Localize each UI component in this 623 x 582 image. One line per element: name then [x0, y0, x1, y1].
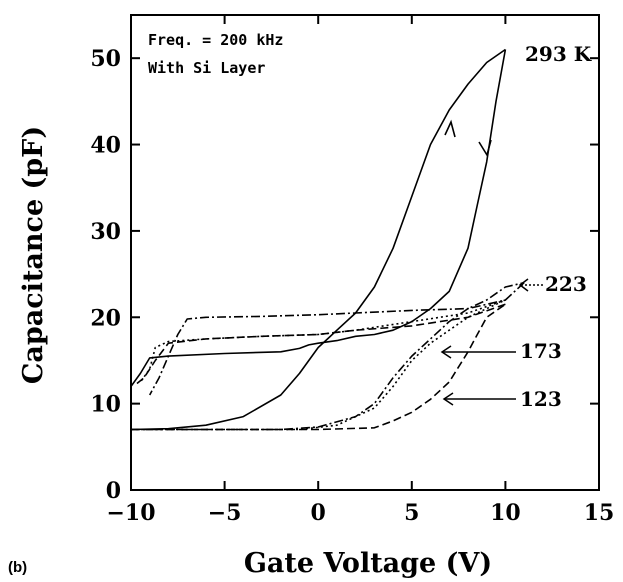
y-tick-label: 0 — [106, 478, 121, 504]
x-tick-label: 15 — [584, 500, 615, 526]
x-tick-label: −5 — [208, 500, 242, 526]
pointer-173-head — [440, 345, 452, 359]
x-tick-label: 5 — [404, 500, 419, 526]
y-tick-label: 10 — [90, 392, 121, 418]
x-axis-title: Gate Voltage (V) — [244, 548, 492, 579]
y-axis-title: Capacitance (pF) — [18, 126, 49, 384]
x-tick-label: −10 — [106, 500, 155, 526]
series-1-down-sweep — [148, 282, 525, 396]
down-arrow — [478, 139, 492, 158]
label-pointers — [440, 278, 543, 406]
pointer-223-head — [518, 278, 529, 292]
x-tick-label: 10 — [490, 500, 521, 526]
label-293k: 293 K — [525, 42, 592, 66]
label-123: 123 — [520, 387, 562, 411]
direction-arrows — [444, 119, 492, 158]
label-173: 173 — [520, 339, 562, 363]
series-3-down-sweep — [136, 303, 506, 385]
series-3-up-sweep — [131, 303, 506, 431]
series-2-down-sweep — [139, 299, 506, 383]
x-tick-label: 0 — [311, 500, 326, 526]
label-223: 223 — [545, 272, 587, 296]
y-tick-label: 20 — [90, 305, 121, 331]
plot-frame — [130, 14, 600, 491]
y-tick-label: 40 — [90, 133, 121, 159]
y-tick-label: 50 — [90, 46, 121, 72]
series-0-up-sweep — [130, 48, 506, 431]
pointer-123-head — [442, 392, 454, 406]
annotation-frequency: Freq. = 200 kHz — [148, 31, 283, 49]
series-0-down-sweep — [130, 49, 507, 387]
panel-label: (b) — [8, 559, 27, 576]
y-tick-label: 30 — [90, 219, 121, 245]
annotation-si-layer: With Si Layer — [148, 59, 265, 77]
up-arrow — [444, 119, 456, 138]
